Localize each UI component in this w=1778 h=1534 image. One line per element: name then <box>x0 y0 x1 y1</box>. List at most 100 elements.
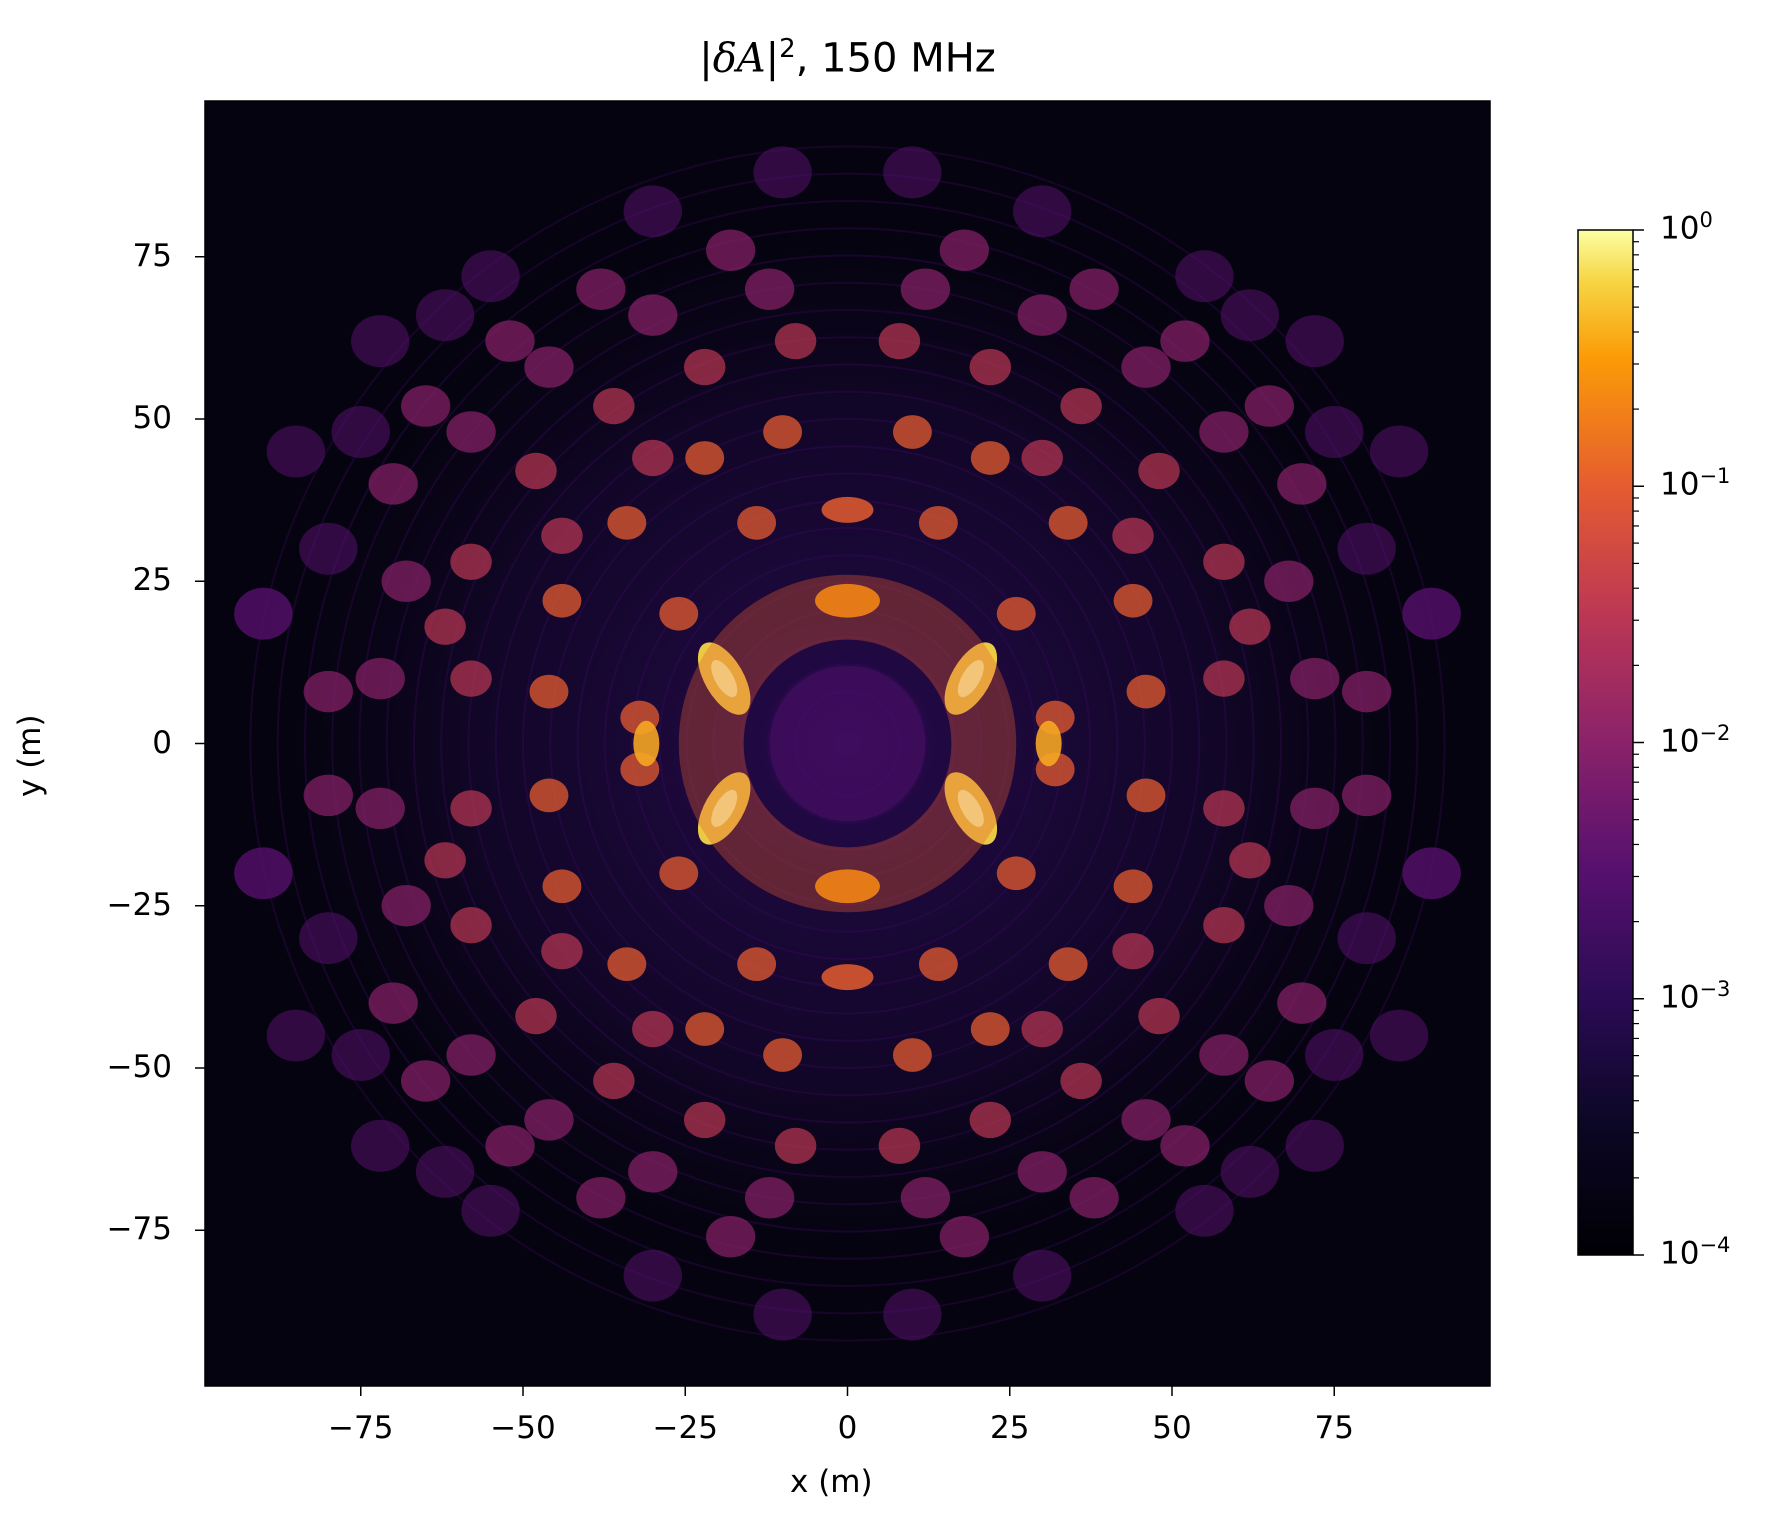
heatmap-lobe <box>368 982 418 1024</box>
heatmap-lobe <box>685 441 725 475</box>
heatmap-lobe-bottom <box>815 869 880 904</box>
heatmap-ring <box>249 145 1446 1342</box>
heatmap-lobe <box>1048 947 1088 982</box>
heatmap-ring <box>576 472 1119 1015</box>
y-tick-label: 0 <box>152 724 172 761</box>
heatmap-lobe <box>400 385 451 427</box>
heatmap-lobe <box>821 496 874 523</box>
heatmap-lobe <box>685 1012 725 1046</box>
heatmap-lobe <box>683 1101 726 1139</box>
heatmap-ring <box>385 281 1310 1206</box>
heatmap-lobe <box>1220 1145 1280 1198</box>
heatmap-lobe <box>1048 505 1088 540</box>
heatmap-lobe <box>632 439 674 477</box>
heatmap-lobe <box>303 774 353 817</box>
heatmap-lobe <box>996 596 1036 631</box>
heatmap-lobe <box>918 505 958 540</box>
heatmap-lobe <box>939 1215 989 1258</box>
heatmap-lobe <box>542 869 582 904</box>
heatmap-ring <box>522 418 1173 1069</box>
heatmap-lobe <box>1199 1034 1249 1076</box>
heatmap-lobe <box>1203 543 1245 580</box>
heatmap-lobe <box>355 657 405 700</box>
heatmap-lobe <box>576 268 626 310</box>
heatmap-lobe <box>450 543 492 580</box>
heatmap-lobe <box>1138 997 1180 1035</box>
heatmap-ring <box>740 636 955 851</box>
heatmap-lobe <box>753 146 812 199</box>
heatmap-lobe <box>1012 185 1072 238</box>
heatmap-lobe <box>996 856 1036 891</box>
heatmap-lobe <box>1342 670 1392 713</box>
heatmap-lobe <box>415 1145 475 1198</box>
heatmap-lobe <box>461 250 520 303</box>
heatmap-lobe <box>1369 425 1429 478</box>
heatmap-lobe <box>541 517 583 554</box>
heatmap-lobe <box>1175 250 1234 303</box>
heatmap-lobe <box>774 322 817 360</box>
heatmap-lobe <box>1069 268 1119 310</box>
heatmap-inner-ring <box>678 574 1017 913</box>
heatmap-lobe <box>541 933 583 970</box>
heatmap-ring <box>358 254 1337 1233</box>
heatmap-lobe <box>939 229 989 272</box>
heatmap-lobe <box>515 997 557 1035</box>
heatmap-lobe <box>400 1060 451 1102</box>
heatmap-lobe <box>234 587 293 640</box>
heatmap-lobe <box>706 1215 756 1258</box>
heatmap-peak-core <box>957 660 984 698</box>
heatmap-lobe <box>970 1012 1010 1046</box>
heatmap-lobe <box>737 505 777 540</box>
heatmap-lobe <box>1112 933 1154 970</box>
heatmap-peak-core <box>711 789 738 827</box>
heatmap-lobe <box>659 596 699 631</box>
heatmap-lobe <box>351 1119 410 1172</box>
heatmap-lobe <box>1017 1151 1067 1193</box>
x-tick-label: 0 <box>837 1410 858 1446</box>
colorbar-tick-label: 10−2 <box>1660 720 1731 759</box>
heatmap-peak-core <box>957 789 984 827</box>
x-tick-label: −50 <box>490 1410 556 1446</box>
heatmap-lobe <box>744 1177 795 1219</box>
heatmap-lobe <box>683 348 726 386</box>
x-tick-label: −25 <box>652 1410 718 1446</box>
heatmap-lobe <box>1069 1177 1119 1219</box>
heatmap-lobe <box>1160 320 1210 362</box>
heatmap-lobe <box>1342 774 1392 817</box>
heatmap-lobe <box>1021 439 1063 477</box>
heatmap-lobe <box>969 1101 1012 1139</box>
heatmap-lobe <box>381 560 431 603</box>
heatmap-lobe <box>529 674 569 709</box>
heatmap-lobe-left <box>633 720 660 767</box>
heatmap-ring <box>494 390 1201 1097</box>
heatmap-lobe <box>415 289 475 342</box>
heatmap-lobe <box>744 268 795 310</box>
heatmap-lobe <box>1290 787 1340 830</box>
heatmap-lobe <box>485 1125 535 1167</box>
x-tick-label: 50 <box>1152 1410 1192 1446</box>
heatmap-lobe <box>450 660 492 697</box>
heatmap-lobe <box>1112 517 1154 554</box>
heatmap-lobe <box>1290 657 1340 700</box>
heatmap-lobe <box>424 608 466 645</box>
y-tick-label: 50 <box>132 400 172 436</box>
heatmap-lobe <box>1012 1249 1072 1302</box>
heatmap-lobe <box>1337 522 1396 575</box>
heatmap-lobe <box>593 387 635 425</box>
heatmap-lobe <box>1017 294 1067 336</box>
heatmap-lobe <box>1285 1119 1344 1172</box>
heatmap-lobe <box>774 1127 817 1165</box>
colorbar-tick-label: 10−4 <box>1660 1233 1731 1272</box>
heatmap-lobe <box>542 583 582 618</box>
heatmap-lobe <box>1264 884 1314 927</box>
y-tick-label: 25 <box>132 562 172 599</box>
heatmap-lobe <box>331 406 390 458</box>
heatmap-lobe <box>234 847 293 900</box>
heatmap-ring <box>440 336 1255 1151</box>
heatmap-lobe <box>450 790 492 827</box>
heatmap-ring <box>412 308 1283 1179</box>
heatmap-lobe <box>1060 387 1102 425</box>
y-tick-label: −75 <box>106 1211 172 1248</box>
colorbar <box>1577 229 1634 1256</box>
